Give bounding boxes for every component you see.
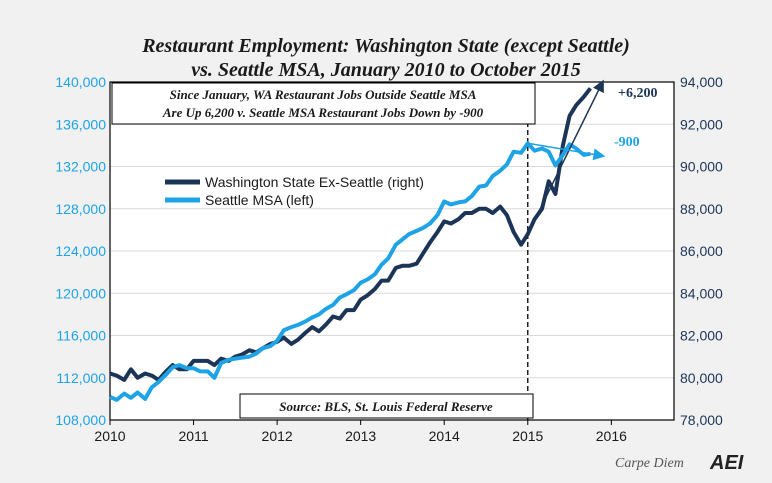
x-tick-label: 2016: [596, 428, 627, 444]
annotation-arrow-up: [527, 79, 604, 235]
right-tick-label: 94,000: [680, 74, 723, 90]
x-tick-label: 2012: [262, 428, 293, 444]
x-tick-label: 2015: [512, 428, 543, 444]
plot-border: [109, 81, 675, 421]
source-box: [239, 393, 534, 419]
legend-label-seattle: Seattle MSA (left): [205, 192, 314, 208]
left-tick-label: 140,000: [55, 74, 106, 90]
left-tick-label: 132,000: [55, 159, 106, 175]
left-tick-label: 128,000: [55, 201, 106, 217]
left-tick-label: 120,000: [55, 285, 106, 301]
note-box: [111, 82, 536, 125]
credit-text: Carpe Diem: [615, 456, 684, 471]
annotation-arrow-down: [527, 142, 606, 161]
x-tick-label: 2010: [94, 428, 125, 444]
x-tick-label: 2013: [345, 428, 376, 444]
axis-ticks: 108,000 112,000 116,000 120,000 124,000 128,0…: [55, 74, 723, 444]
right-tick-label: 82,000: [680, 328, 723, 344]
x-tick-label: 2011: [179, 428, 209, 444]
annotation-down-label: -900: [614, 135, 640, 150]
note-line1: Since January, WA Restaurant Jobs Outsid…: [170, 87, 477, 102]
legend-label-wa: Washington State Ex-Seattle (right): [205, 174, 424, 190]
left-tick-label: 108,000: [55, 412, 106, 428]
left-tick-label: 116,000: [56, 328, 106, 344]
note-line2: Are Up 6,200 v. Seattle MSA Restaurant J…: [162, 105, 484, 120]
aei-logo: AEI: [709, 452, 744, 474]
right-tick-label: 80,000: [680, 370, 723, 386]
left-tick-label: 112,000: [56, 370, 106, 386]
left-tick-label: 124,000: [55, 243, 106, 259]
series-line-wa-ex-seattle: [109, 87, 592, 382]
right-tick-label: 84,000: [680, 285, 723, 301]
right-tick-label: 78,000: [680, 412, 723, 428]
chart-title-line1: Restaurant Employment: Washington State …: [141, 35, 630, 57]
legend: Washington State Ex-Seattle (right) Seat…: [165, 174, 424, 208]
left-tick-label: 136,000: [55, 116, 106, 132]
annotation-up-label: +6,200: [618, 86, 657, 101]
series-line-seattle-msa: [109, 141, 591, 402]
right-tick-label: 90,000: [680, 159, 723, 175]
right-tick-label: 88,000: [680, 201, 723, 217]
source-text: Source: BLS, St. Louis Federal Reserve: [279, 399, 493, 414]
chart-title-line2: vs. Seattle MSA, January 2010 to October…: [191, 59, 580, 81]
x-tick-label: 2014: [429, 428, 460, 444]
right-tick-label: 86,000: [680, 243, 723, 259]
right-tick-label: 92,000: [680, 116, 723, 132]
